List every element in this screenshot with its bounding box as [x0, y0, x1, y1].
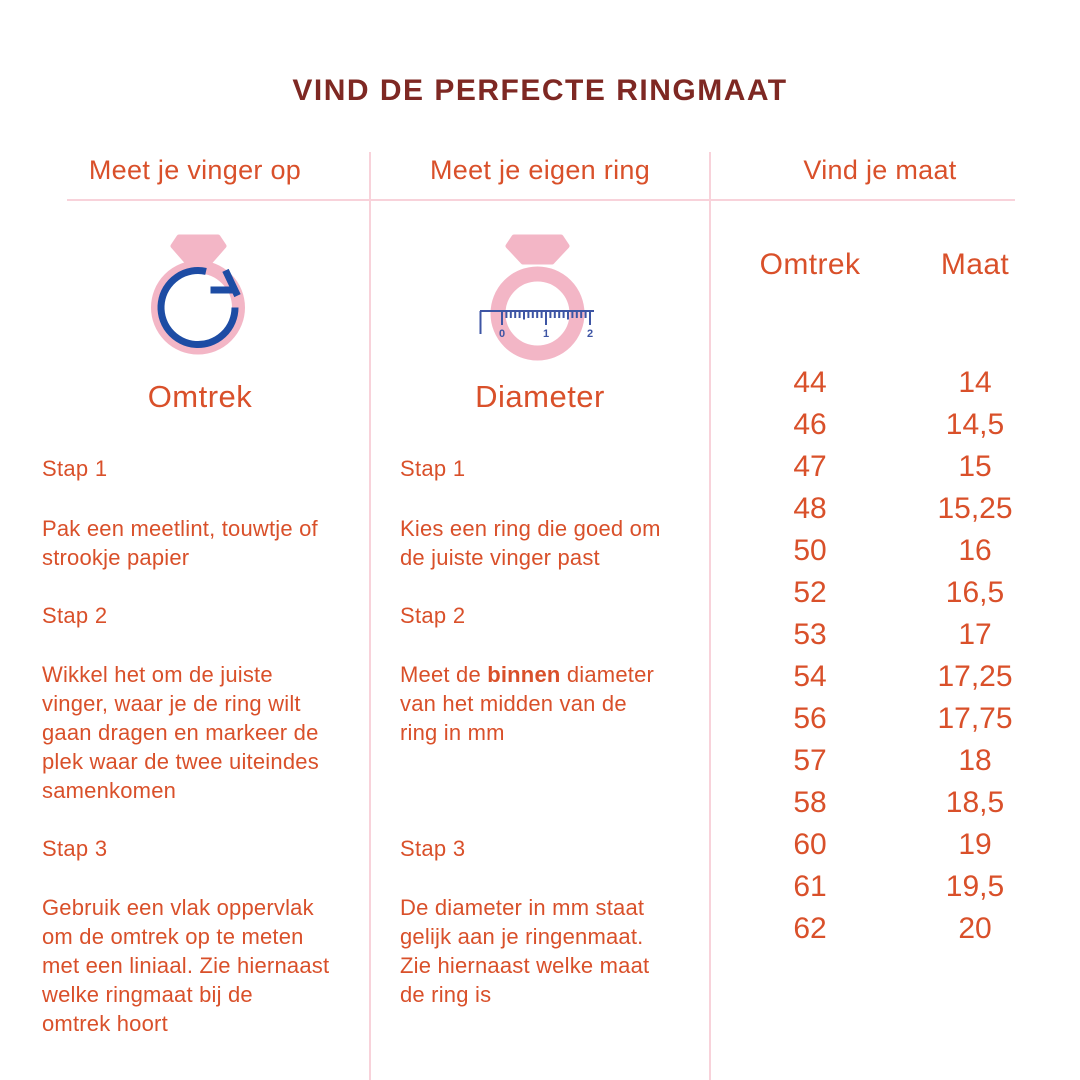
table-row: 52 16,5	[710, 572, 1040, 614]
maat-value: 19	[958, 828, 992, 861]
table-row: 46 14,5	[710, 404, 1040, 446]
ring-step-3-title: Stap 3	[400, 836, 466, 861]
omtrek-value: 57	[793, 744, 827, 777]
ruler-tick-2: 2	[587, 328, 593, 340]
finger-step-1-text: Pak een meetlint, touwtje of strookje pa…	[42, 516, 318, 570]
circular-arrow-head	[210, 268, 241, 298]
omtrek-value: 56	[793, 702, 827, 735]
omtrek-value: 58	[793, 786, 827, 819]
table-row: 53 17	[710, 614, 1040, 656]
maat-value: 20	[958, 912, 992, 945]
table-row: 48 15,25	[710, 488, 1040, 530]
ring-stone	[505, 234, 570, 265]
circular-arrow	[157, 267, 239, 348]
finger-step-1-title: Stap 1	[42, 456, 108, 481]
maat-value: 18	[958, 744, 992, 777]
omtrek-value: 44	[793, 366, 827, 399]
size-table-header-omtrek: Omtrek	[759, 248, 861, 281]
maat-value: 19,5	[945, 870, 1005, 903]
maat-value: 14,5	[945, 408, 1005, 441]
ring-step-3-text: De diameter in mm staat gelijk aan je ri…	[400, 895, 650, 1007]
column-divider	[369, 152, 371, 1080]
table-row: 57 18	[710, 740, 1040, 782]
table-row: 47 15	[710, 446, 1040, 488]
column-divider	[709, 152, 711, 1080]
ruler	[479, 310, 594, 334]
page-title: VIND DE PERFECTE RINGMAAT	[292, 74, 788, 107]
omtrek-value: 47	[793, 450, 827, 483]
ring-step-1-title: Stap 1	[400, 456, 466, 481]
ring-step-2-text-bold: binnen	[487, 662, 561, 687]
ruler-tick-1: 1	[543, 328, 549, 340]
finger-step-2-text: Wikkel het om de juiste vinger, waar je …	[42, 662, 319, 803]
finger-step-3-title: Stap 3	[42, 836, 108, 861]
table-row: 50 16	[710, 530, 1040, 572]
method-label-omtrek: Omtrek	[147, 379, 253, 414]
maat-value: 16,5	[945, 576, 1005, 609]
omtrek-value: 50	[793, 534, 827, 567]
table-row: 56 17,75	[710, 698, 1040, 740]
omtrek-value: 52	[793, 576, 827, 609]
table-row: 54 17,25	[710, 656, 1040, 698]
table-row: 62 20	[710, 908, 1040, 950]
method-label-diameter: Diameter	[475, 379, 605, 414]
ring-step-2-text-suffix: diameter van het midden van de ring in m…	[400, 662, 655, 745]
table-row: 60 19	[710, 824, 1040, 866]
maat-value: 18,5	[945, 786, 1005, 819]
finger-step-3-text: Gebruik een vlak oppervlak om de omtrek …	[42, 895, 330, 1036]
ring-stone	[170, 234, 227, 265]
column-header-measure-ring: Meet je eigen ring	[429, 155, 651, 185]
omtrek-value: 54	[793, 660, 827, 693]
finger-step-2-title: Stap 2	[42, 603, 108, 628]
size-table-header: Omtrek Maat	[710, 248, 1040, 282]
omtrek-value: 62	[793, 912, 827, 945]
table-row: 44 14	[710, 362, 1040, 404]
column-header-measure-finger: Meet je vinger op	[88, 155, 302, 185]
ring-diameter-icon: 0 1 2	[479, 234, 594, 361]
maat-value: 16	[958, 534, 992, 567]
table-row: 58 18,5	[710, 782, 1040, 824]
ring-step-1-text: Kies een ring die goed om de juiste ving…	[400, 516, 661, 570]
table-row: 61 19,5	[710, 866, 1040, 908]
maat-value: 15	[958, 450, 992, 483]
maat-value: 17	[958, 618, 992, 651]
maat-value: 17,25	[937, 660, 1013, 693]
size-table-header-maat: Maat	[940, 248, 1010, 281]
ring-step-2-text-prefix: Meet de	[400, 662, 488, 687]
column-header-find-size: Vind je maat	[803, 155, 957, 185]
header-underline	[67, 199, 1015, 201]
ruler-tick-0: 0	[499, 328, 505, 340]
ring-step-2-text: Meet de binnen diameter van het midden v…	[400, 660, 705, 747]
omtrek-value: 48	[793, 492, 827, 525]
omtrek-value: 46	[793, 408, 827, 441]
maat-value: 15,25	[937, 492, 1013, 525]
omtrek-value: 53	[793, 618, 827, 651]
maat-value: 14	[958, 366, 992, 399]
maat-value: 17,75	[937, 702, 1013, 735]
omtrek-value: 61	[793, 870, 827, 903]
omtrek-value: 60	[793, 828, 827, 861]
ring-circumference-icon	[151, 234, 245, 355]
size-table: 44 14 46 14,5 47 15 48 15,25 50 16 52 16,5 53 1…	[710, 362, 1040, 950]
ring-step-2-title: Stap 2	[400, 603, 466, 628]
